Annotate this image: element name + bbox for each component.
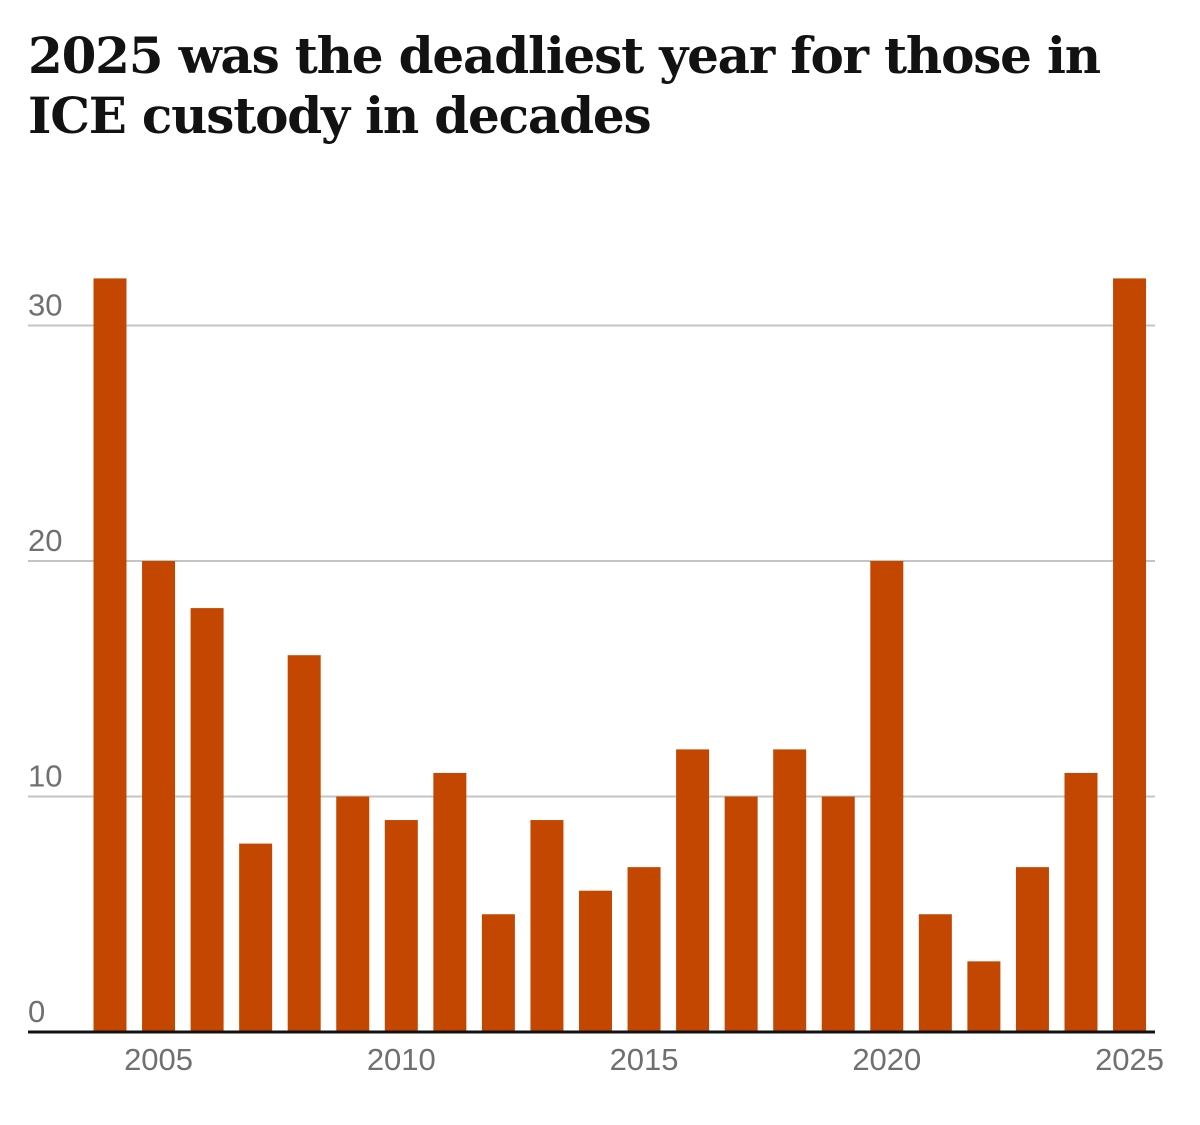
bar-2021 xyxy=(918,914,952,1032)
bar-2004 xyxy=(93,278,127,1032)
bar-2014 xyxy=(579,890,612,1032)
bar-2018 xyxy=(773,749,807,1032)
bar-2009 xyxy=(336,796,370,1032)
y-tick-label: 10 xyxy=(28,759,62,794)
bar-2023 xyxy=(1015,867,1049,1032)
y-tick-label: 0 xyxy=(28,994,45,1029)
bar-2017 xyxy=(724,796,758,1032)
y-tick-label: 20 xyxy=(28,523,62,558)
bar-2011 xyxy=(433,772,467,1032)
y-tick-label: 30 xyxy=(28,288,62,323)
bar-2022 xyxy=(967,961,1001,1032)
bar-2006 xyxy=(190,608,224,1032)
bar-2010 xyxy=(384,820,418,1032)
bar-2020 xyxy=(870,561,904,1032)
x-tick-label: 2020 xyxy=(852,1042,921,1077)
bar-2005 xyxy=(142,561,176,1032)
bar-2025 xyxy=(1113,278,1147,1032)
bar-2019 xyxy=(821,796,855,1032)
x-tick-label: 2010 xyxy=(367,1042,436,1077)
x-tick-label: 2005 xyxy=(124,1042,193,1077)
bar-2024 xyxy=(1064,772,1098,1032)
x-axis-ticks: 2005 2010 2015 2020 2025 xyxy=(124,1042,1164,1077)
y-axis-ticks: 0 10 20 30 xyxy=(28,288,62,1030)
chart-title: 2025 was the deadliest year for those in… xyxy=(28,26,1101,145)
x-tick-label: 2015 xyxy=(610,1042,679,1077)
bar-2007 xyxy=(239,843,273,1032)
bar-2012 xyxy=(481,914,515,1032)
bar-2008 xyxy=(287,655,321,1032)
bar-2016 xyxy=(676,749,710,1032)
bar-2013 xyxy=(530,820,564,1032)
bars xyxy=(93,278,1147,1032)
x-tick-label: 2025 xyxy=(1095,1042,1164,1077)
bar-2015 xyxy=(627,867,661,1032)
